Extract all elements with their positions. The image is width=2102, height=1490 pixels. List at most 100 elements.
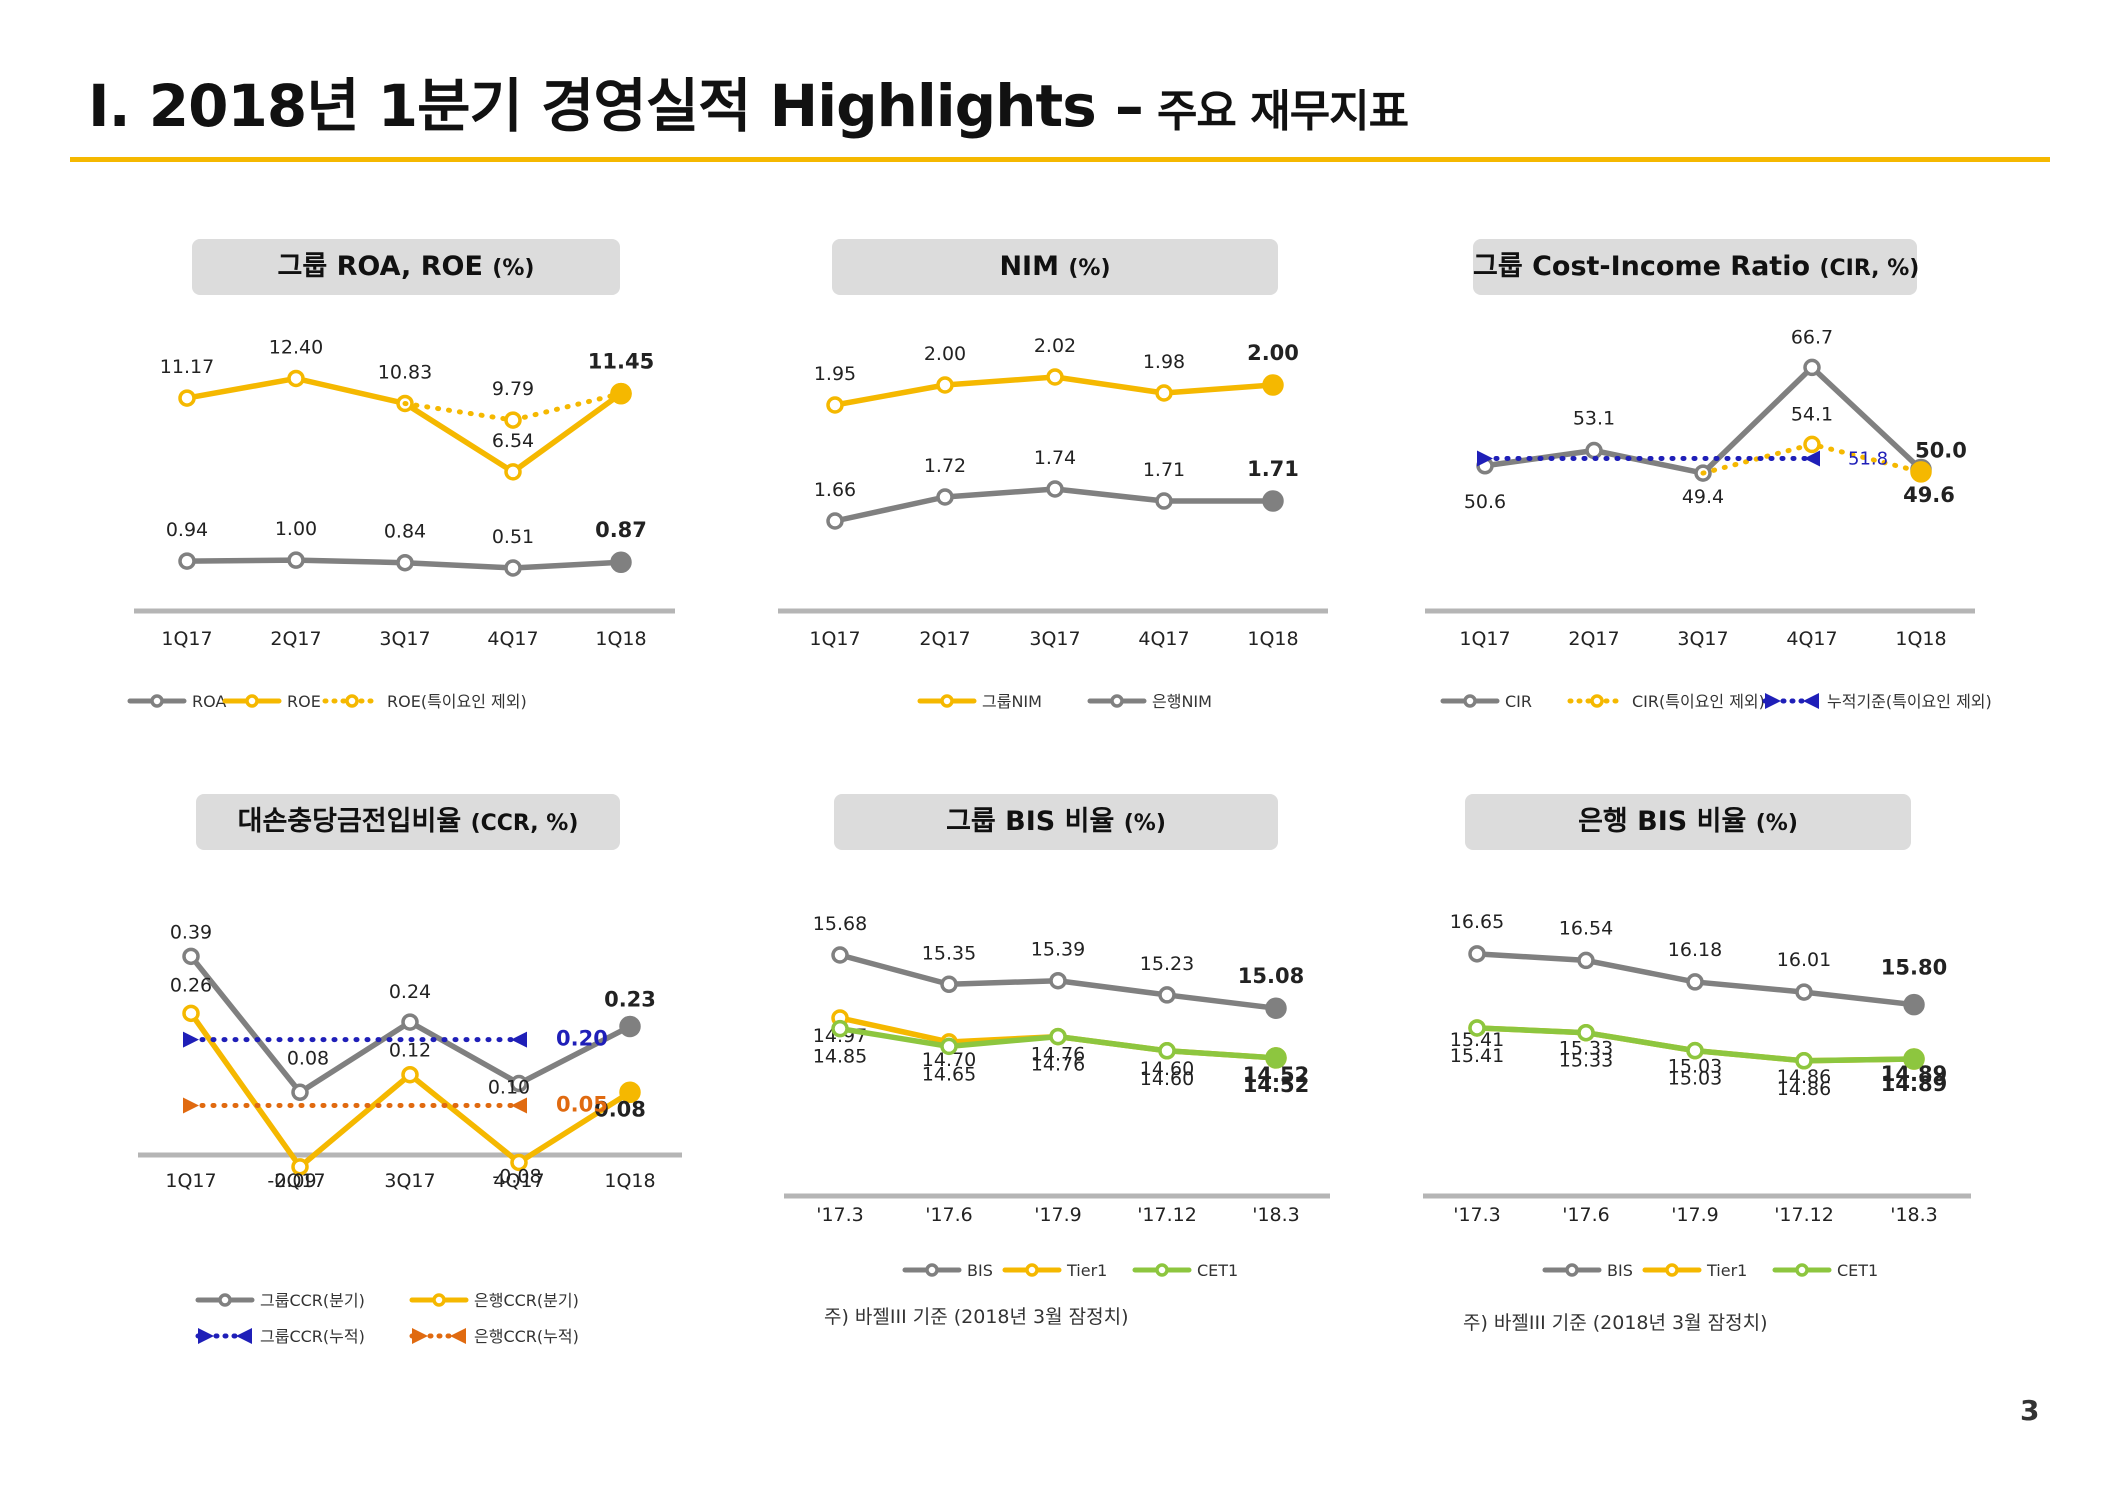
legend-item: CET1 [1772, 1261, 1878, 1280]
data-point [291, 1158, 309, 1176]
data-label: 15.03 [1668, 1068, 1722, 1090]
data-label: 15.39 [1031, 939, 1085, 961]
chart-plot: '17.3 '17.6 '17.9 '17.12 '18.3 15.68 15.35 15.3… [784, 913, 1330, 1280]
series-ROE: 11.17 12.40 10.83 6.54 11.45 [160, 336, 654, 481]
data-label: 14.65 [922, 1063, 976, 1085]
chart-plot: 1Q17 2Q17 3Q17 4Q17 1Q18 0.94 1.00 0.84 0.51 0.87… [127, 336, 675, 711]
data-label: 16.65 [1450, 911, 1504, 933]
data-label: 0.26 [170, 974, 212, 996]
legend-item: CIR(특이요인 제외) [1567, 692, 1765, 711]
chart-note: 주) 바젤III 기준 (2018년 3월 잠정치) [824, 1306, 1129, 1328]
legend-item: ROA [127, 692, 226, 711]
data-label: 15.23 [1140, 953, 1194, 975]
data-label: 0.23 [604, 987, 656, 1011]
data-point [1795, 983, 1813, 1001]
chart-plot: 1Q17 2Q17 3Q17 4Q17 1Q18 50.6 53.1 49.4 66.7 50.0… [1425, 326, 1992, 711]
x-tick-label: 1Q18 [1247, 628, 1298, 650]
data-point [1903, 1048, 1925, 1070]
x-tick-label: '17.6 [925, 1204, 973, 1226]
data-label: 12.40 [269, 336, 323, 358]
data-label: 16.18 [1668, 939, 1722, 961]
chart-unit: (%) [1123, 811, 1166, 836]
data-label: 15.03 [1668, 1056, 1722, 1078]
data-point [1577, 1023, 1595, 1042]
legend-item: 누적기준(특이요인 제외) [1762, 692, 1992, 711]
legend-item: 은행CCR(분기) [409, 1291, 579, 1310]
data-point [1265, 1047, 1287, 1069]
x-tick-label: 2Q17 [274, 1170, 325, 1192]
legend-item: CET1 [1132, 1261, 1238, 1280]
data-label: 11.17 [160, 356, 214, 378]
data-label: 1.72 [924, 455, 966, 477]
chart-note: 주) 바젤III 기준 (2018년 3월 잠정치) [1463, 1312, 1768, 1334]
data-label: 0.08 [594, 1097, 646, 1121]
title-rule [70, 157, 2050, 162]
data-label: 54.1 [1791, 403, 1833, 425]
series-CET1: 15.41 15.33 15.03 14.86 14.89 [1450, 1019, 1947, 1100]
data-point [504, 411, 522, 429]
data-label: 49.4 [1682, 486, 1724, 508]
data-point [831, 1019, 849, 1038]
data-label: 15.68 [813, 913, 867, 935]
data-point [1046, 480, 1064, 498]
data-label: 14.76 [1031, 1054, 1085, 1076]
chart-title: 은행 BIS 비율 [1578, 806, 1747, 837]
data-point [610, 382, 632, 405]
series-그룹NIM: 1.95 2.00 2.02 1.98 2.00 [814, 335, 1299, 414]
data-label: 1.66 [814, 479, 856, 501]
page-number: 3 [2020, 1394, 2040, 1427]
legend-label: BIS [967, 1261, 993, 1280]
data-label: 0.08 [287, 1047, 329, 1069]
chart-title: 그룹 ROA, ROE [277, 251, 483, 282]
data-point [182, 1004, 200, 1023]
data-point [1477, 450, 1493, 467]
data-point [1795, 1052, 1813, 1070]
legend-label: ROA [192, 692, 226, 711]
x-tick-label: 3Q17 [379, 628, 430, 650]
data-point [1158, 986, 1176, 1004]
data-label: 15.33 [1559, 1038, 1613, 1060]
data-point [510, 1153, 528, 1172]
chart-bank-bis: '17.3 '17.6 '17.9 '17.12 '18.3 16.65 16.54 16.1… [1405, 790, 2065, 1490]
data-point [178, 389, 196, 407]
data-label: 6.54 [492, 430, 534, 452]
chart-roa-roe: 1Q17 2Q17 3Q17 4Q17 1Q18 0.94 1.00 0.84 0.51 0.87… [120, 235, 780, 935]
x-tick-label: '17.9 [1034, 1204, 1082, 1226]
x-tick-label: 4Q17 [1786, 628, 1837, 650]
x-tick-label: 1Q18 [595, 628, 646, 650]
data-label: 2.00 [924, 343, 966, 365]
data-label: 2.00 [1247, 341, 1299, 365]
data-point [1686, 973, 1704, 991]
legend-item: 은행NIM [1087, 692, 1212, 711]
data-point [183, 1097, 199, 1114]
data-point [510, 1074, 528, 1093]
data-label: 50.0 [1915, 438, 1967, 462]
legend-item: BIS [1542, 1261, 1633, 1280]
data-point [1686, 1041, 1704, 1060]
x-tick-label: 3Q17 [384, 1170, 435, 1192]
x-tick-label: '17.3 [1453, 1204, 1501, 1226]
data-point [183, 1031, 199, 1048]
data-label: 15.80 [1881, 956, 1947, 980]
data-point [619, 1081, 641, 1104]
data-point [1585, 441, 1603, 460]
legend-item: ROE(특이요인 제외) [322, 692, 527, 711]
data-label: 16.01 [1777, 949, 1831, 971]
data-point [1049, 1027, 1067, 1046]
legend-label: 그룹CCR(누적) [260, 1327, 365, 1346]
legend-item: BIS [902, 1261, 993, 1280]
data-label: 66.7 [1791, 326, 1833, 348]
data-label: 1.98 [1143, 351, 1185, 373]
data-label: 0.12 [389, 1040, 431, 1062]
legend-label: ROE [287, 692, 321, 711]
legend-label: 그룹CCR(분기) [260, 1291, 365, 1310]
data-label: 53.1 [1573, 408, 1615, 430]
x-tick-label: 1Q17 [165, 1170, 216, 1192]
data-label: 11.45 [588, 350, 654, 374]
data-label: 0.39 [170, 921, 212, 943]
legend-item: 그룹CCR(분기) [195, 1291, 365, 1310]
series-ROA: 0.94 1.00 0.84 0.51 0.87 [166, 518, 647, 577]
chart-header: 그룹 ROA, ROE (%) [192, 239, 620, 295]
x-tick-label: 1Q18 [1895, 628, 1946, 650]
data-label: 15.35 [922, 942, 976, 964]
